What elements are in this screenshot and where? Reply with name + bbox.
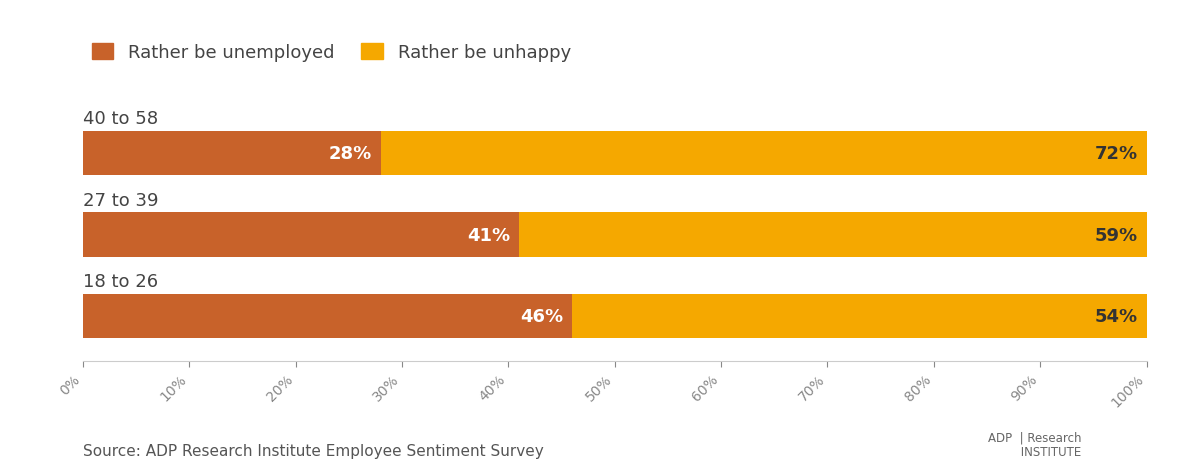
Bar bbox=[83, 131, 381, 176]
Text: 41%: 41% bbox=[467, 226, 511, 244]
Text: 72%: 72% bbox=[1095, 144, 1138, 163]
Bar bbox=[519, 213, 1147, 257]
Text: 54%: 54% bbox=[1095, 307, 1138, 325]
Bar bbox=[83, 213, 519, 257]
Text: 27 to 39: 27 to 39 bbox=[83, 191, 158, 209]
Bar bbox=[83, 294, 572, 339]
Text: 40 to 58: 40 to 58 bbox=[83, 110, 158, 128]
Legend: Rather be unemployed, Rather be unhappy: Rather be unemployed, Rather be unhappy bbox=[92, 44, 571, 62]
Bar bbox=[381, 131, 1147, 176]
Text: 59%: 59% bbox=[1095, 226, 1138, 244]
Text: ADP  | Research
         INSTITUTE: ADP | Research INSTITUTE bbox=[987, 431, 1082, 458]
Text: 46%: 46% bbox=[520, 307, 564, 325]
Text: Source: ADP Research Institute Employee Sentiment Survey: Source: ADP Research Institute Employee … bbox=[83, 444, 544, 458]
Bar bbox=[572, 294, 1147, 339]
Text: 18 to 26: 18 to 26 bbox=[83, 273, 158, 291]
Text: 28%: 28% bbox=[329, 144, 372, 163]
